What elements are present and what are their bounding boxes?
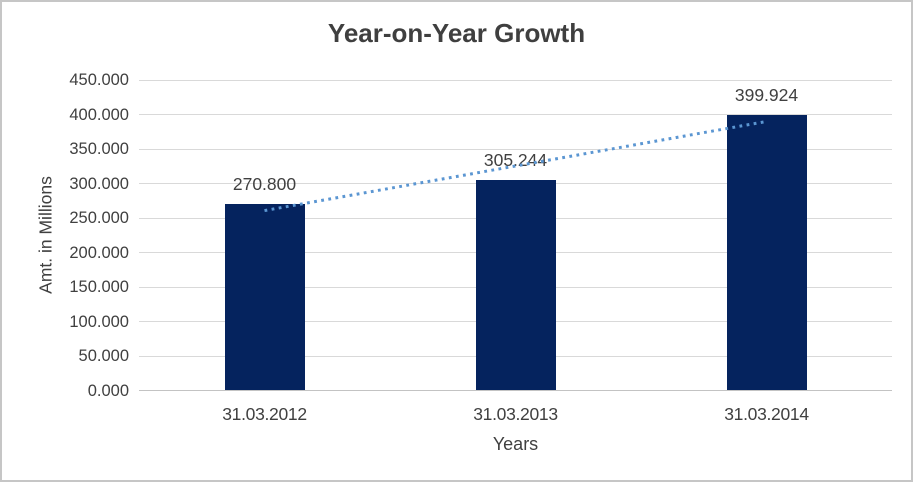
bar <box>224 203 305 391</box>
gridline <box>139 79 892 81</box>
y-axis-tick-label: 300.000 <box>69 174 129 193</box>
y-axis-tick-label: 50.000 <box>78 347 129 365</box>
x-axis-title: Years <box>492 434 539 454</box>
y-axis-tick-label: 150.000 <box>69 278 129 296</box>
y-axis-tick-label: 0.000 <box>87 381 129 400</box>
y-axis-tick-label: 100.000 <box>69 312 129 331</box>
y-axis-tick-label: 400.000 <box>69 105 129 124</box>
y-axis-tick-label: 450.000 <box>69 71 129 89</box>
x-axis-category-label: 31.03.2013 <box>473 403 558 424</box>
x-axis-category-label: 31.03.2014 <box>724 403 809 424</box>
gridline <box>139 114 892 115</box>
chart-title: Year-on-Year Growth <box>327 18 586 48</box>
bar-data-label: 270.800 <box>232 173 297 194</box>
x-axis-category-label: 31.03.2012 <box>222 403 307 424</box>
bar-data-label: 305.244 <box>483 149 548 170</box>
bar-data-label: 399.924 <box>734 84 799 105</box>
x-axis-line <box>139 390 892 391</box>
bar <box>475 179 556 391</box>
y-axis-tick-label: 200.000 <box>69 243 129 262</box>
y-axis-tick-label: 350.000 <box>69 140 129 158</box>
bar <box>726 114 807 391</box>
y-axis-tick-label: 250.000 <box>69 209 129 227</box>
